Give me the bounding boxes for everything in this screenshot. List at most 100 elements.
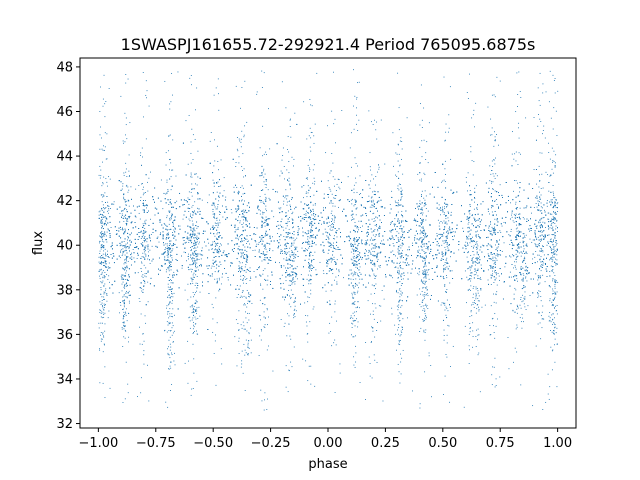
data-point <box>383 298 385 300</box>
data-point <box>552 226 554 228</box>
data-point <box>188 242 190 243</box>
data-point <box>555 219 557 221</box>
data-point <box>145 232 147 233</box>
data-point <box>391 190 393 192</box>
data-point <box>529 238 531 240</box>
data-point <box>219 219 221 221</box>
data-point <box>439 208 441 210</box>
data-point <box>424 286 426 288</box>
data-point <box>99 275 100 277</box>
data-point <box>172 232 173 233</box>
data-point <box>254 249 256 251</box>
data-point <box>547 212 549 214</box>
data-point <box>190 237 192 239</box>
data-point <box>556 251 557 253</box>
data-point <box>537 244 539 246</box>
data-point <box>378 246 380 247</box>
data-point <box>419 253 421 254</box>
data-point <box>549 259 551 261</box>
data-point <box>145 238 147 240</box>
data-point <box>397 277 399 279</box>
data-point <box>113 203 115 205</box>
data-point <box>138 212 140 214</box>
data-point <box>535 251 537 252</box>
data-point <box>529 230 530 232</box>
data-point <box>503 242 505 244</box>
data-point <box>280 249 282 251</box>
data-point <box>358 229 360 231</box>
data-point <box>436 265 438 267</box>
data-point <box>440 214 441 216</box>
data-point <box>376 207 378 209</box>
data-point <box>364 243 366 245</box>
data-point <box>258 242 260 243</box>
data-point <box>350 214 352 216</box>
data-point <box>129 240 130 242</box>
data-point <box>118 227 120 229</box>
data-point <box>202 254 204 256</box>
data-point <box>291 218 293 220</box>
data-point <box>245 264 247 266</box>
data-point <box>110 208 111 209</box>
data-point <box>522 217 524 218</box>
data-point <box>356 237 357 238</box>
data-point <box>168 223 170 225</box>
data-point <box>109 281 110 283</box>
data-point <box>163 192 165 194</box>
data-point <box>99 269 101 271</box>
data-point <box>513 298 515 300</box>
data-point <box>368 244 370 246</box>
data-point <box>216 249 218 250</box>
data-point <box>494 231 496 233</box>
data-point <box>498 275 500 277</box>
data-point <box>188 211 190 212</box>
data-point <box>179 225 181 227</box>
data-point <box>541 238 543 240</box>
data-point <box>336 245 337 246</box>
data-point <box>518 252 520 254</box>
data-point <box>225 196 227 198</box>
data-point <box>253 271 255 272</box>
data-point <box>368 195 370 197</box>
data-point <box>545 227 547 228</box>
data-point <box>289 274 291 276</box>
data-point <box>403 226 405 228</box>
data-point <box>217 251 219 253</box>
data-point <box>359 278 361 280</box>
data-point <box>557 231 558 232</box>
data-point <box>475 235 477 237</box>
data-point <box>214 213 216 215</box>
data-point <box>142 209 144 211</box>
data-point <box>126 278 128 280</box>
data-point <box>123 259 125 261</box>
data-point <box>499 184 501 186</box>
data-point <box>234 224 236 226</box>
data-point <box>108 209 110 211</box>
data-point <box>349 236 351 238</box>
data-point <box>484 304 486 306</box>
data-point <box>306 249 308 251</box>
data-point <box>279 262 280 264</box>
data-point <box>554 245 556 247</box>
data-point <box>260 238 262 240</box>
data-point <box>123 250 125 252</box>
data-point <box>395 291 397 293</box>
data-point <box>279 208 281 210</box>
data-point <box>136 258 138 259</box>
data-point <box>357 240 359 242</box>
data-point <box>380 251 382 253</box>
data-point <box>372 201 374 203</box>
data-point <box>546 244 548 246</box>
data-point <box>211 275 213 277</box>
data-point <box>272 236 273 238</box>
data-point <box>283 258 285 260</box>
data-point <box>444 208 446 210</box>
data-point <box>121 213 123 215</box>
data-point <box>443 220 445 222</box>
data-point <box>101 209 103 211</box>
data-point <box>301 218 303 220</box>
data-point <box>242 193 244 195</box>
data-point <box>529 295 531 296</box>
